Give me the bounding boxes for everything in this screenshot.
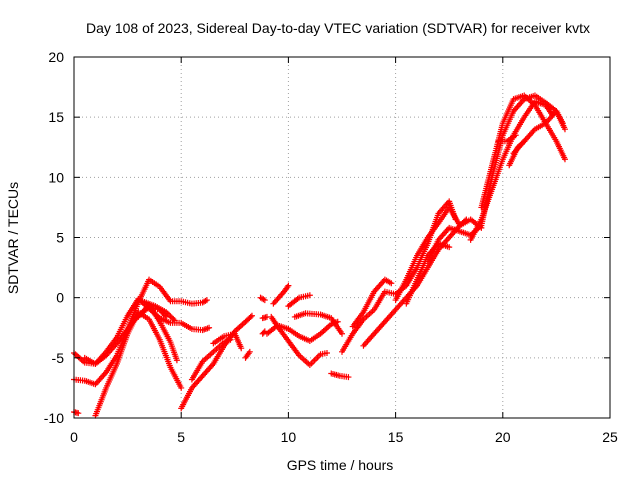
- data-point: [285, 282, 292, 289]
- series-track-e: [92, 309, 185, 419]
- data-point: [446, 244, 453, 251]
- series-track-x: [392, 204, 470, 304]
- y-tick-label: 15: [48, 109, 64, 125]
- series-track-j: [210, 330, 245, 352]
- series-track-g: [139, 298, 178, 324]
- y-tick-labels: -10 -5 0 5 10 15 20: [44, 49, 64, 426]
- x-axis-label: GPS time / hours: [287, 457, 394, 473]
- data-point: [388, 280, 395, 287]
- data-point: [462, 217, 469, 224]
- data-point: [206, 324, 213, 331]
- data-point: [171, 317, 178, 324]
- x-tick-label: 15: [388, 429, 404, 445]
- data-point: [261, 297, 268, 304]
- data-point: [203, 297, 210, 304]
- y-tick-label: 5: [56, 230, 64, 246]
- data-point: [323, 350, 330, 357]
- x-tick-label: 20: [495, 429, 511, 445]
- data-point: [345, 374, 352, 381]
- data-points: [71, 92, 568, 419]
- data-point: [306, 292, 313, 299]
- y-tick-label: 20: [48, 49, 64, 65]
- series-track-t: [328, 370, 352, 381]
- data-point: [178, 384, 185, 391]
- data-point: [248, 312, 255, 319]
- data-point: [521, 138, 528, 145]
- series-track-p: [268, 313, 330, 369]
- y-tick-label: 10: [48, 169, 64, 185]
- data-point: [561, 126, 568, 133]
- series-track-k: [242, 348, 253, 361]
- data-point: [463, 216, 470, 223]
- data-point: [238, 345, 245, 352]
- series-track-v: [349, 276, 395, 330]
- series-track-i: [188, 336, 234, 383]
- data-point: [173, 357, 180, 364]
- x-tick-label: 5: [177, 429, 185, 445]
- series-track-ad: [495, 132, 519, 145]
- data-point: [227, 336, 234, 343]
- y-tick-label: -5: [52, 350, 65, 366]
- data-point: [519, 139, 526, 146]
- data-point: [561, 156, 568, 163]
- y-axis-label: SDTVAR / TECUs: [5, 182, 21, 294]
- y-tick-label: 0: [56, 290, 64, 306]
- x-tick-label: 25: [602, 429, 618, 445]
- series-track-l: [257, 294, 268, 304]
- series-track-ae: [506, 138, 528, 169]
- data-point: [246, 348, 253, 355]
- x-tick-label: 10: [281, 429, 297, 445]
- x-tick-labels: 0 5 10 15 20 25: [70, 429, 618, 445]
- data-point: [247, 313, 254, 320]
- data-point: [339, 330, 345, 337]
- series-track-f: [135, 301, 180, 364]
- series-track-m: [259, 313, 270, 322]
- series-track-s: [285, 292, 313, 310]
- data-point: [512, 132, 519, 139]
- y-tick-label: -10: [44, 410, 64, 426]
- data-point: [75, 410, 82, 417]
- axis-ticks: [73, 56, 611, 419]
- x-tick-label: 0: [70, 429, 78, 445]
- series-track-o: [263, 318, 341, 344]
- series-track-r: [291, 310, 345, 337]
- series-track-q: [270, 282, 292, 307]
- chart-title: Day 108 of 2023, Sidereal Day-to-day VTE…: [86, 20, 590, 36]
